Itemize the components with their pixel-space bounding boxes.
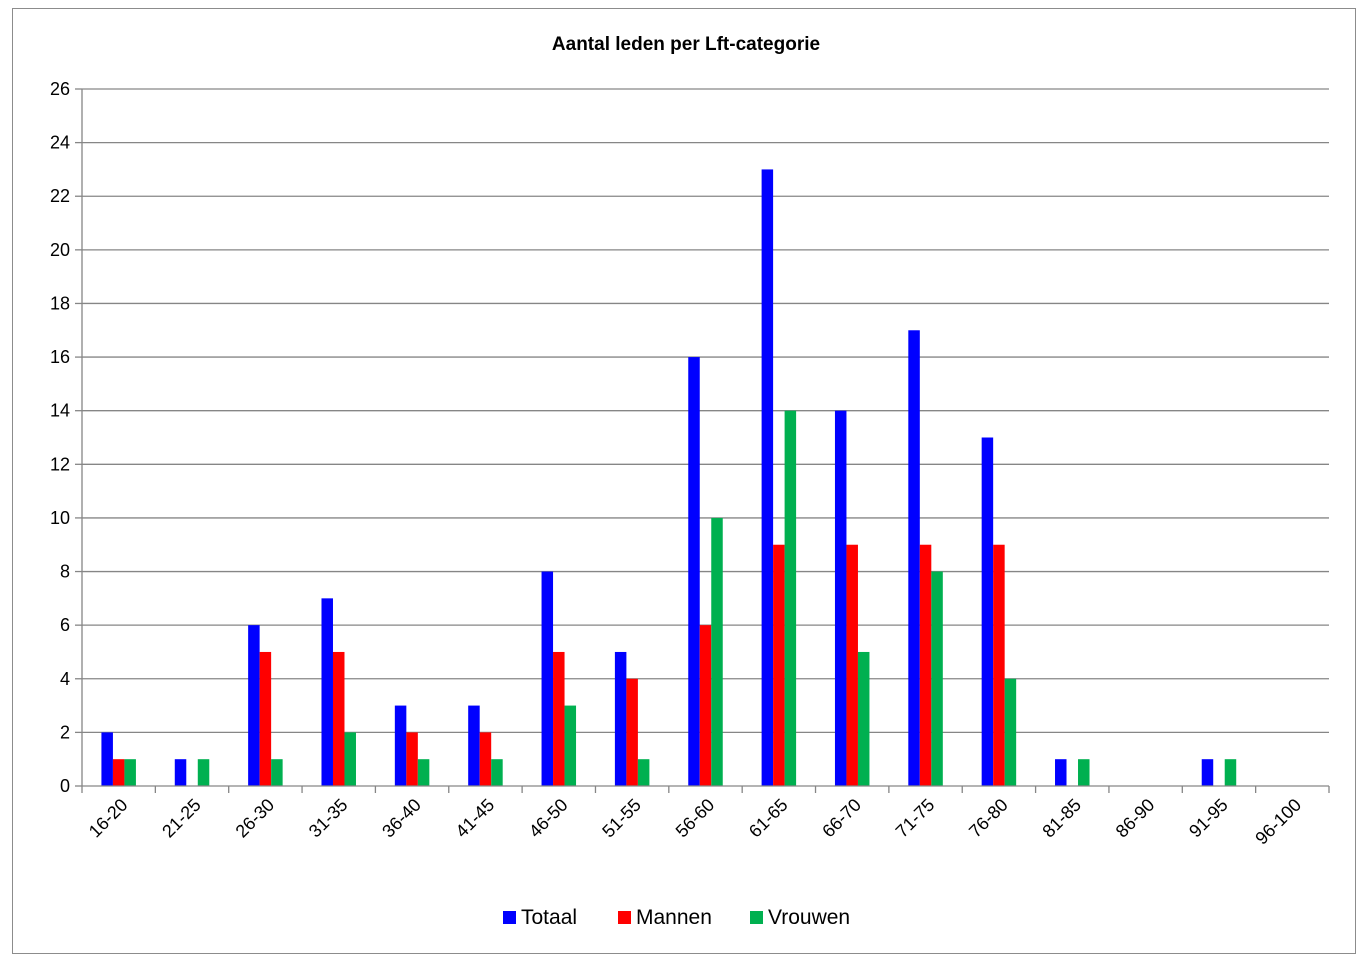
bar-vrouwen-76-80: [1004, 678, 1017, 786]
bar-vrouwen-91-95: [1224, 759, 1237, 786]
bar-vrouwen-36-40: [417, 759, 430, 786]
bar-vrouwen-51-55: [637, 759, 650, 786]
bar-vrouwen-26-30: [271, 759, 283, 786]
chart-frame: [12, 8, 1356, 954]
bar-vrouwen-41-45: [491, 759, 503, 786]
bars: [101, 169, 1237, 786]
y-tick-label: 4: [60, 669, 70, 689]
x-tick-label: 61-65: [745, 795, 792, 842]
bar-totaal-26-30: [248, 625, 260, 786]
y-tick-label: 26: [50, 79, 70, 99]
legend-label-mannen: Mannen: [636, 906, 712, 929]
y-tick-label: 12: [50, 454, 70, 474]
legend: Totaal Mannen Vrouwen: [503, 906, 850, 929]
bar-vrouwen-56-60: [711, 517, 723, 786]
bar-vrouwen-61-65: [784, 410, 797, 786]
y-tick-label: 24: [50, 133, 70, 153]
bar-totaal-76-80: [981, 437, 994, 786]
x-tick-label: 81-85: [1038, 795, 1085, 842]
bar-mannen-36-40: [406, 732, 418, 786]
y-tick-label: 6: [60, 615, 70, 635]
x-tick-label: 66-70: [818, 795, 865, 842]
y-tick-label: 18: [50, 293, 70, 313]
bar-totaal-56-60: [688, 357, 700, 786]
legend-swatch-mannen: [618, 911, 631, 924]
bar-totaal-81-85: [1055, 759, 1067, 786]
bar-mannen-51-55: [626, 678, 638, 786]
y-tick-label: 2: [60, 722, 70, 742]
bar-vrouwen-31-35: [344, 732, 356, 786]
x-tick-label: 96-100: [1251, 795, 1305, 849]
x-tick-label: 86-90: [1112, 795, 1159, 842]
bar-totaal-41-45: [468, 705, 480, 786]
y-tick-label: 14: [50, 401, 70, 421]
bar-mannen-66-70: [846, 544, 858, 786]
bar-vrouwen-81-85: [1078, 759, 1090, 786]
bar-totaal-16-20: [101, 732, 113, 786]
chart-title: Aantal leden per Lft-categorie: [552, 34, 820, 55]
bar-totaal-31-35: [321, 598, 333, 786]
x-tick-label: 91-95: [1185, 795, 1232, 842]
axes: [75, 88, 1330, 793]
y-tick-label: 22: [50, 186, 70, 206]
bar-mannen-31-35: [332, 651, 345, 786]
y-tick-label: 10: [50, 508, 70, 528]
y-tick-label: 0: [60, 776, 70, 796]
bar-mannen-16-20: [112, 759, 125, 786]
bar-vrouwen-21-25: [197, 759, 210, 786]
bar-vrouwen-46-50: [564, 705, 577, 786]
bar-mannen-56-60: [699, 625, 712, 786]
x-tick-label: 76-80: [965, 795, 1012, 842]
bar-totaal-51-55: [614, 651, 627, 786]
bar-mannen-46-50: [553, 651, 565, 786]
bar-totaal-91-95: [1201, 759, 1214, 786]
x-tick-label: 26-30: [232, 795, 279, 842]
bar-totaal-21-25: [174, 759, 187, 786]
bar-vrouwen-66-70: [857, 651, 870, 786]
x-tick-label: 71-75: [892, 795, 939, 842]
bar-mannen-71-75: [919, 544, 932, 786]
legend-swatch-vrouwen: [750, 911, 763, 924]
x-tick-label: 56-60: [672, 795, 719, 842]
x-tick-label: 31-35: [305, 795, 352, 842]
legend-label-totaal: Totaal: [521, 906, 577, 929]
bar-mannen-41-45: [479, 732, 492, 786]
gridlines: [82, 88, 1329, 734]
x-axis-tick-labels: 16-20 21-25 26-30 31-35 36-40 41-45 46-50 51-55…: [85, 795, 1305, 849]
bar-vrouwen-16-20: [124, 759, 136, 786]
y-tick-label: 20: [50, 240, 70, 260]
x-tick-label: 21-25: [158, 795, 205, 842]
x-tick-label: 16-20: [85, 795, 132, 842]
y-tick-label: 16: [50, 347, 70, 367]
bar-totaal-46-50: [541, 571, 554, 786]
x-tick-label: 36-40: [378, 795, 425, 842]
bar-totaal-71-75: [908, 330, 920, 786]
bar-mannen-26-30: [259, 651, 272, 786]
bar-vrouwen-71-75: [931, 571, 943, 786]
bar-mannen-61-65: [773, 544, 785, 786]
bar-totaal-66-70: [834, 410, 847, 786]
x-tick-label: 46-50: [525, 795, 572, 842]
bar-mannen-76-80: [993, 544, 1005, 786]
legend-swatch-totaal: [503, 911, 516, 924]
legend-label-vrouwen: Vrouwen: [768, 906, 850, 929]
bar-totaal-61-65: [761, 169, 774, 786]
y-tick-label: 8: [60, 562, 70, 582]
x-tick-label: 51-55: [598, 795, 645, 842]
bar-totaal-36-40: [394, 705, 407, 786]
x-tick-label: 41-45: [452, 795, 499, 842]
